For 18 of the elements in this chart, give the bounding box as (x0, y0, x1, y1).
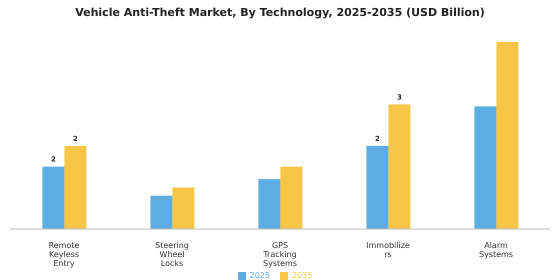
bar (42, 166, 64, 229)
bar (172, 187, 194, 229)
legend-label: 2035 (292, 271, 312, 280)
bar (496, 42, 518, 229)
x-tick-label: Alarm Systems (479, 241, 513, 259)
x-tick-label: Steering Wheel Locks (155, 241, 189, 268)
bar (258, 179, 280, 229)
bar (366, 146, 388, 229)
bar (388, 104, 410, 229)
bar (64, 146, 86, 229)
bar (150, 196, 172, 229)
x-tick-label: Immobilize rs (366, 241, 410, 259)
x-tick-label: GPS Tracking Systems (262, 241, 297, 268)
bar (474, 106, 496, 229)
chart-title: Vehicle Anti-Theft Market, By Technology, 2025-2035 (USD Billion) (74, 6, 486, 19)
x-tick-label: Remote Keyless Entry (48, 241, 80, 268)
legend-label: 2025 (250, 271, 270, 280)
bar (280, 166, 302, 229)
